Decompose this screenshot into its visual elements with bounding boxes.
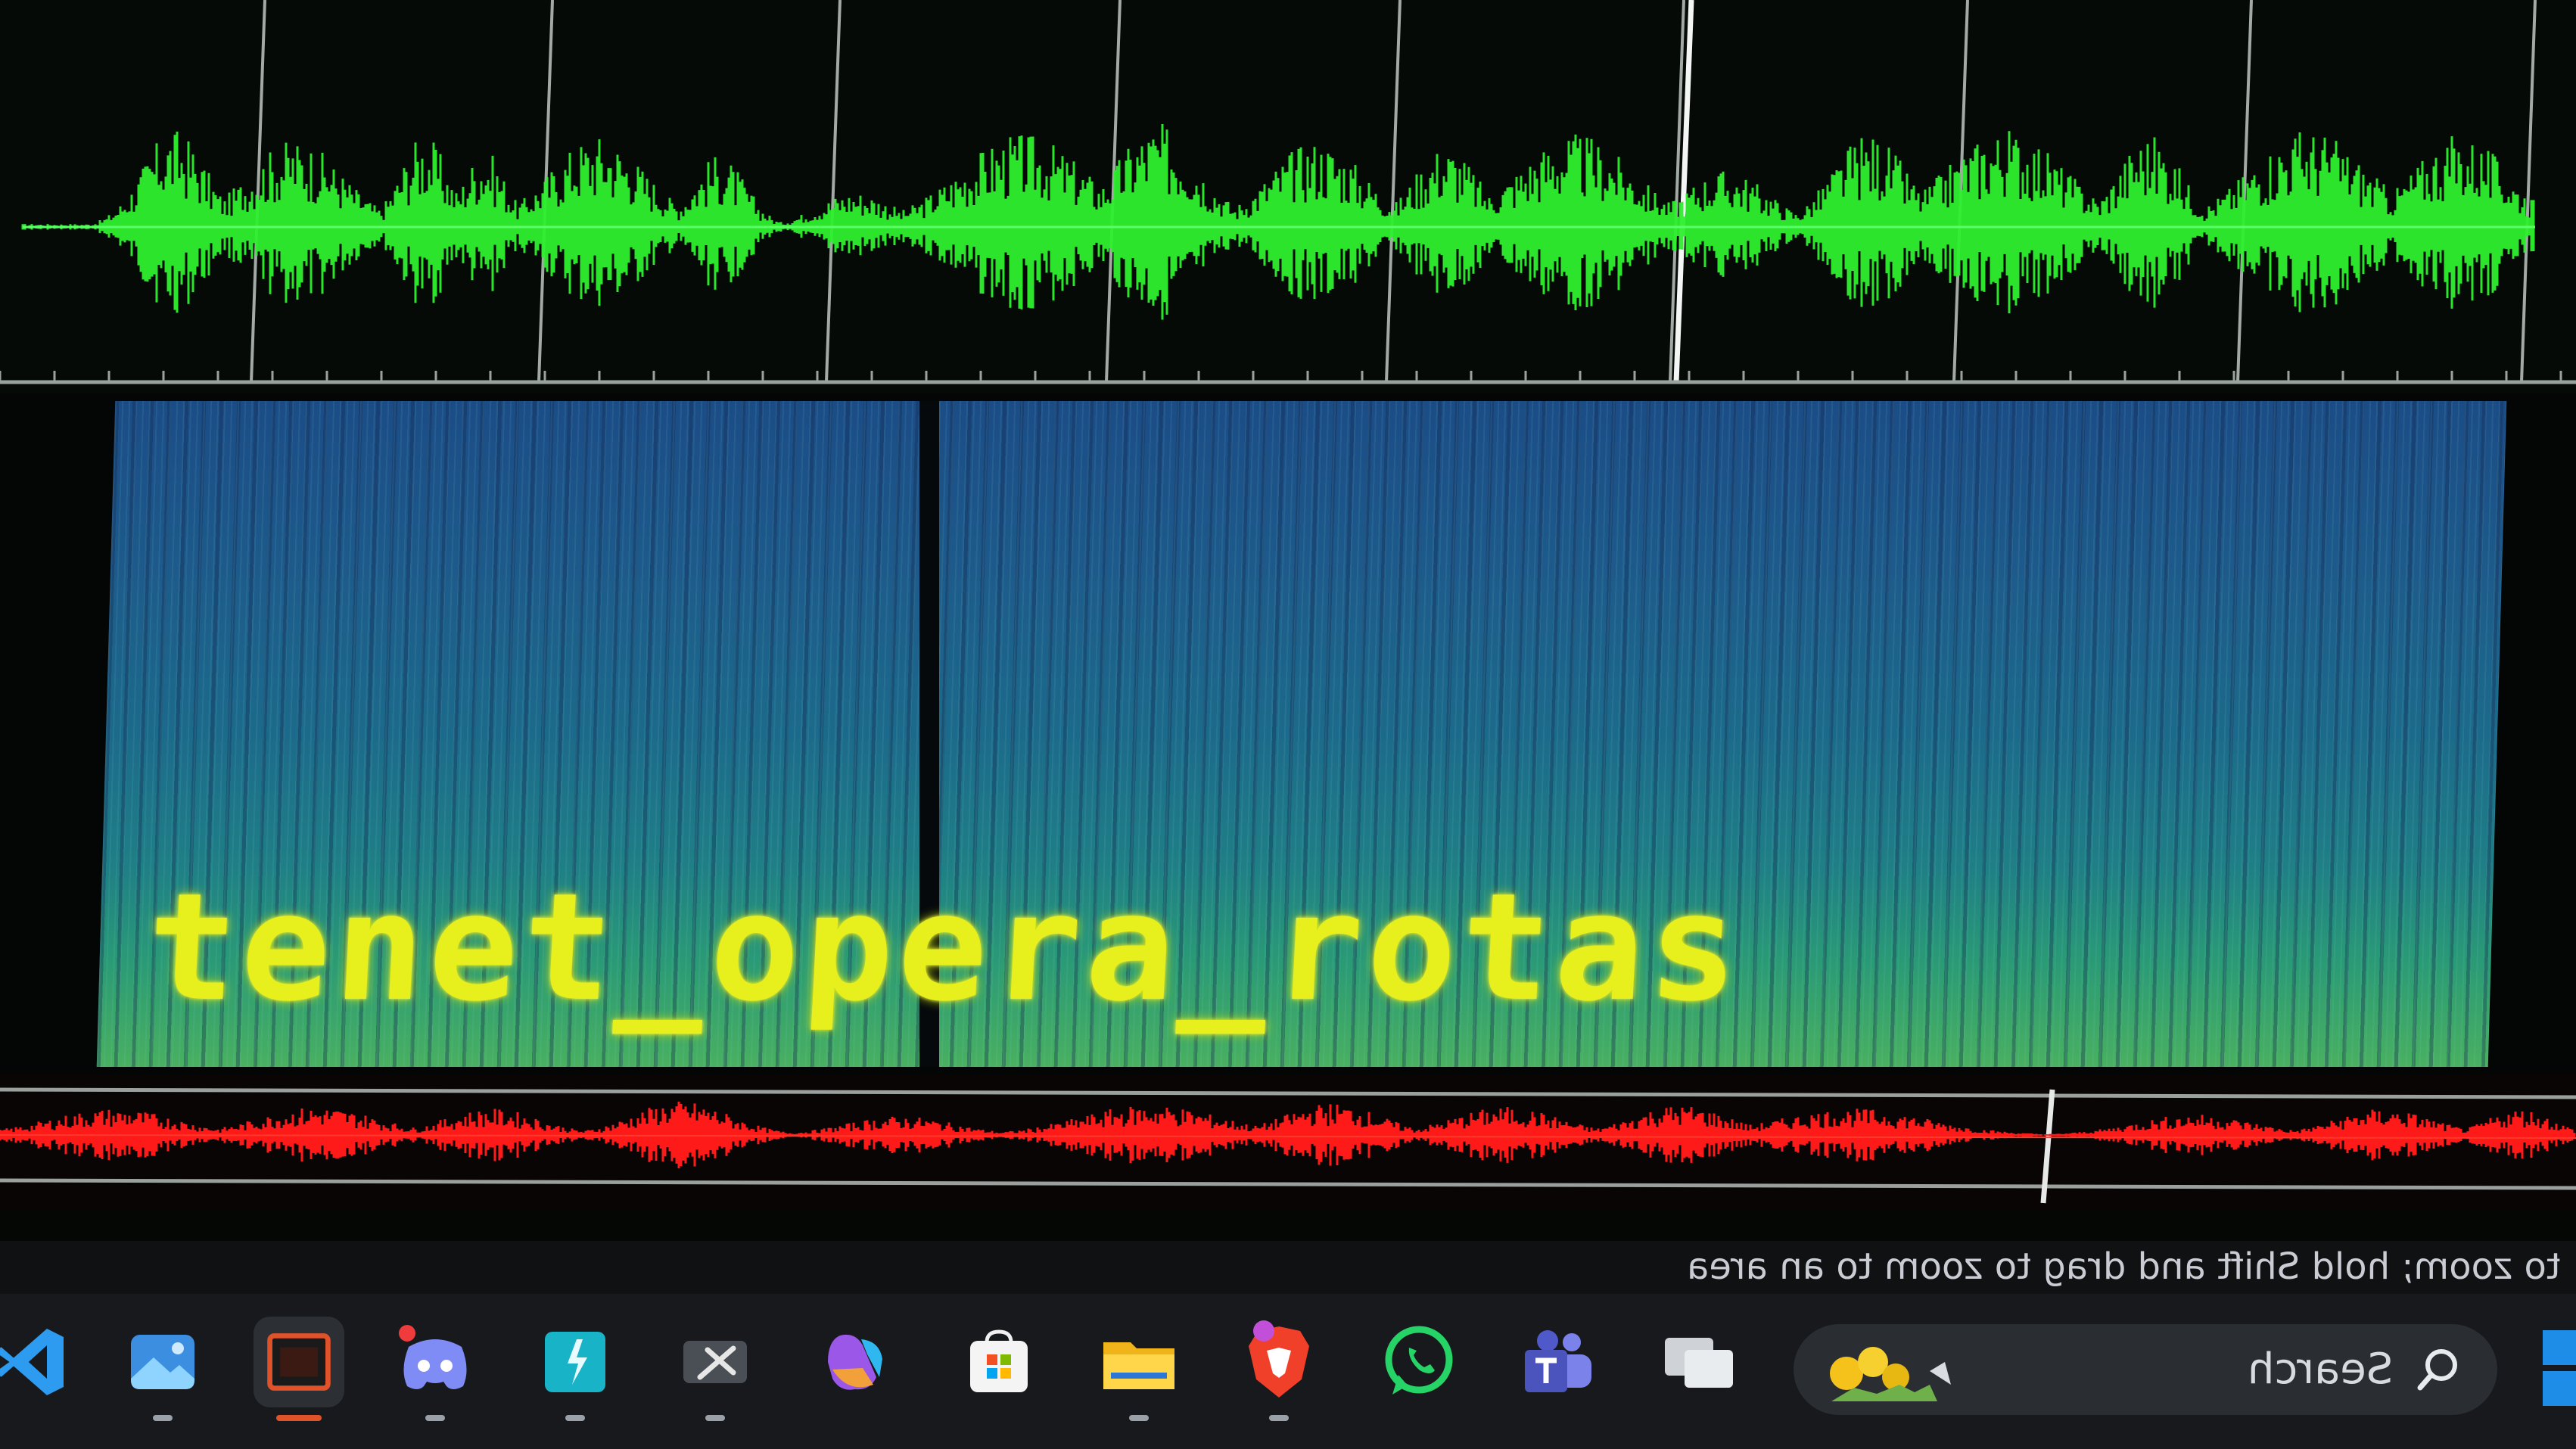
status-bar: to zoom; hold Shift and drag to zoom to … (0, 1241, 2576, 1294)
search-highlight-flowers-icon (1830, 1347, 1951, 1401)
spectrogram-view[interactable] (0, 393, 2576, 1074)
vscode-icon[interactable] (0, 1317, 76, 1407)
file-explorer-icon[interactable] (1094, 1317, 1184, 1421)
whatsapp-icon[interactable] (1374, 1317, 1464, 1407)
search-placeholder-text: Search (2248, 1345, 2394, 1394)
spectrogram-hidden-text: tenet_opera_rotas (143, 862, 1748, 1034)
snipping-tool-icon[interactable] (670, 1317, 761, 1421)
taskbar: Search (0, 1294, 2576, 1449)
waveform-plot-red (0, 1074, 2576, 1211)
photos-icon[interactable] (117, 1317, 208, 1421)
left-channel-waveform[interactable] (0, 0, 2576, 393)
waveform-plot-green (0, 0, 2576, 393)
start-windows-icon[interactable] (2543, 1330, 2576, 1406)
discord-icon[interactable] (390, 1317, 481, 1421)
spectrogram-silence-gap (919, 401, 939, 1067)
microsoft-store-icon[interactable] (954, 1317, 1044, 1407)
task-view-icon[interactable] (1654, 1317, 1744, 1407)
teams-icon[interactable] (1514, 1317, 1604, 1407)
copilot-app-icon[interactable] (530, 1317, 621, 1421)
microsoft-copilot-icon[interactable] (810, 1317, 901, 1407)
search-icon (2417, 1349, 2457, 1391)
status-hint-text: to zoom; hold Shift and drag to zoom to … (1687, 1245, 2561, 1288)
taskbar-search-box[interactable]: Search (1794, 1324, 2497, 1415)
right-channel-waveform[interactable] (0, 1074, 2576, 1211)
terminal-app-icon[interactable] (254, 1317, 344, 1421)
brave-browser-icon[interactable] (1234, 1317, 1324, 1421)
